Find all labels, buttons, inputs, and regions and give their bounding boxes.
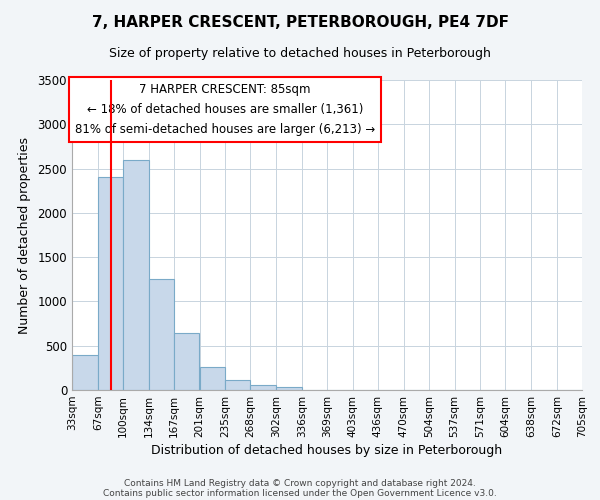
Y-axis label: Number of detached properties: Number of detached properties <box>17 136 31 334</box>
Text: 7 HARPER CRESCENT: 85sqm
← 18% of detached houses are smaller (1,361)
81% of sem: 7 HARPER CRESCENT: 85sqm ← 18% of detach… <box>75 83 375 136</box>
Bar <box>123 160 149 390</box>
Bar <box>72 354 98 390</box>
Bar <box>149 280 173 390</box>
Bar <box>276 388 302 390</box>
Text: Contains HM Land Registry data © Crown copyright and database right 2024.: Contains HM Land Registry data © Crown c… <box>124 478 476 488</box>
Bar <box>173 334 199 390</box>
Bar <box>98 178 123 390</box>
X-axis label: Distribution of detached houses by size in Peterborough: Distribution of detached houses by size … <box>151 444 503 457</box>
Text: Size of property relative to detached houses in Peterborough: Size of property relative to detached ho… <box>109 48 491 60</box>
Text: 7, HARPER CRESCENT, PETERBOROUGH, PE4 7DF: 7, HARPER CRESCENT, PETERBOROUGH, PE4 7D… <box>91 15 509 30</box>
Bar <box>226 380 250 390</box>
Text: Contains public sector information licensed under the Open Government Licence v3: Contains public sector information licen… <box>103 488 497 498</box>
Bar <box>199 367 226 390</box>
Bar <box>250 385 276 390</box>
